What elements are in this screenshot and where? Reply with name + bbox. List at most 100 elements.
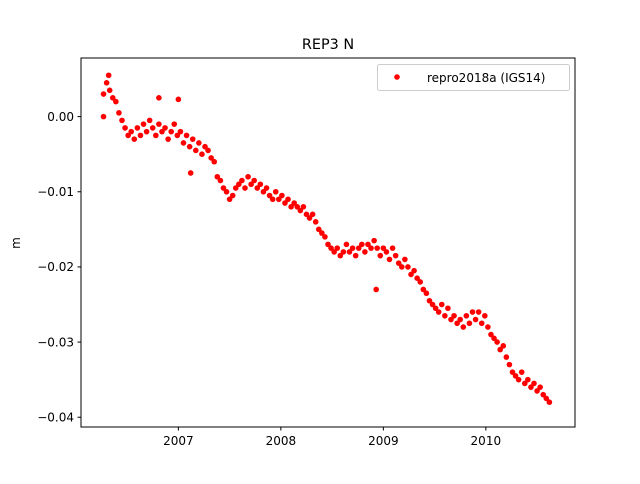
x-tick-label: 2010 [471,434,502,448]
data-point [279,192,285,199]
data-point [395,260,402,266]
data-point [491,335,497,342]
data-point-outlier [100,113,107,120]
data-point [466,320,473,327]
data-point [285,196,291,203]
y-axis-label: m [9,237,23,249]
data-point [365,241,371,248]
data-point [306,215,313,221]
data-point [149,125,156,131]
data-point [362,249,368,255]
data-point [423,290,430,297]
data-point [331,249,337,255]
data-point [448,316,454,323]
data-point [113,98,119,105]
data-point [106,87,113,94]
data-point [340,249,347,255]
data-point [398,264,405,270]
data-point [214,173,221,180]
data-point [429,301,436,308]
data-point [359,241,365,248]
data-point [226,196,233,203]
data-point [346,249,353,255]
data-point [291,200,297,206]
data-point [478,320,485,327]
data-point-outlier [156,95,162,101]
data-point [116,110,122,116]
data-point [229,192,236,199]
data-point [411,267,417,274]
data-point [488,331,494,338]
data-point [355,245,362,251]
data-point [319,230,325,236]
data-point [475,309,482,315]
data-point [503,354,510,360]
data-point-outlier [187,170,194,176]
data-point [435,309,442,315]
legend-marker [394,74,400,80]
x-tick-label: 2009 [368,434,399,448]
data-point [248,181,254,188]
data-point [509,369,516,375]
data-point [202,143,208,150]
data-point [432,305,439,312]
data-point [223,188,230,195]
data-point [546,399,553,405]
plot-frame [80,57,576,428]
data-point [254,185,261,191]
data-point [199,151,205,157]
data-point [525,376,531,383]
data-point [368,245,374,251]
data-point [174,132,181,139]
data-point-outlier [105,72,112,79]
data-point [180,140,187,146]
data-point [257,181,264,188]
data-point [334,245,341,251]
data-point [506,361,513,368]
data-point [159,128,165,135]
data-point [171,121,178,127]
data-point [528,384,534,390]
data-point [294,204,301,210]
data-point [300,204,307,210]
data-point [521,380,528,387]
data-point [457,316,464,323]
data-point [134,125,141,131]
data-point [454,320,460,327]
data-point [146,117,153,124]
data-point [156,121,162,127]
data-point [325,241,331,248]
data-point [389,245,396,251]
legend-box [377,64,570,91]
data-point [337,252,344,259]
data-point [537,384,543,390]
data-point [518,369,525,375]
data-point [534,388,540,394]
data-point [205,147,211,154]
data-point [386,256,393,263]
data-point [417,279,424,285]
data-point [451,312,457,319]
data-point [540,391,547,398]
data-point [371,237,377,244]
data-point [162,125,168,131]
data-point [414,275,420,281]
data-point [186,143,193,150]
data-point-outlier [175,96,182,103]
data-point [119,117,125,124]
data-point [245,173,251,180]
data-point [288,204,294,210]
data-point [272,188,279,195]
y-tick-label: −0.02 [37,260,74,274]
data-point [140,121,147,127]
data-point [343,241,350,248]
data-point [131,136,138,142]
data-point [515,376,522,383]
chart-title: REP3 N [302,37,354,53]
data-point [408,271,414,278]
data-point [463,312,470,319]
y-tick-label: −0.03 [37,335,74,349]
data-point [220,185,227,191]
data-point [392,252,399,259]
data-point [183,132,190,139]
